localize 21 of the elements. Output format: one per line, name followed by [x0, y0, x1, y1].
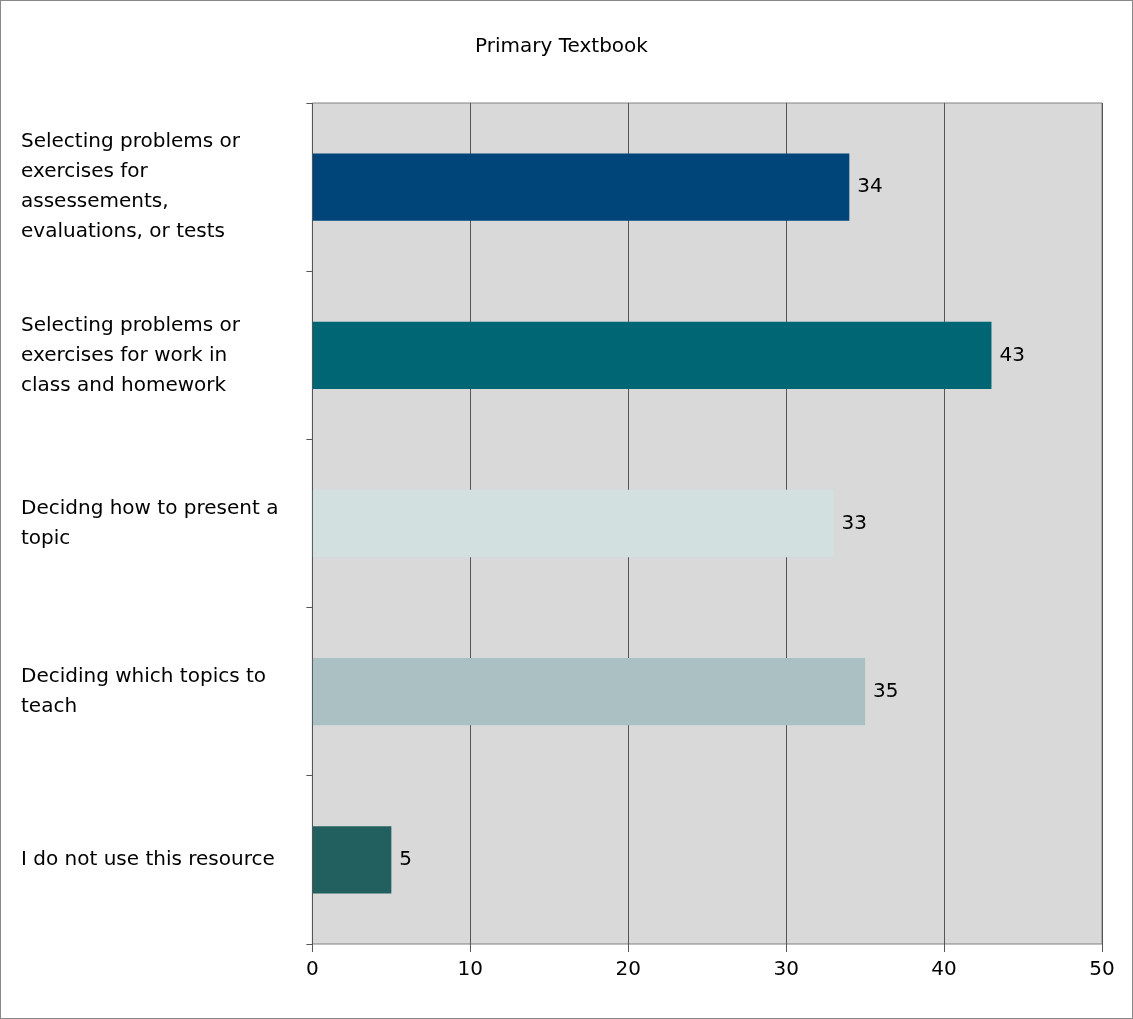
y-tick-label: Deciding which topics to teach: [21, 662, 267, 717]
x-tick-label: 0: [306, 956, 319, 981]
bar: [312, 321, 992, 389]
x-tick-label: 30: [773, 956, 799, 981]
data-label: 33: [841, 509, 867, 534]
chart-title: Primary Textbook: [475, 33, 649, 58]
data-label: 5: [399, 846, 413, 871]
data-label: 43: [999, 341, 1025, 366]
x-tick-label: 10: [457, 956, 484, 981]
bar: [312, 826, 392, 894]
data-label: 34: [857, 173, 883, 198]
y-tick-label: Decidng how to present a topic: [21, 494, 279, 549]
y-tick-label: I do not use this resource: [21, 846, 275, 871]
bar: [312, 658, 866, 726]
bar: [312, 153, 850, 221]
x-tick-label: 40: [931, 956, 957, 981]
x-tick-label: 20: [615, 956, 641, 981]
y-tick-label: Selecting problems or exercises for work in class and homework: [21, 311, 241, 396]
data-label: 35: [873, 677, 899, 702]
x-tick-label: 50: [1089, 956, 1115, 981]
y-tick-label: Selecting problems or exercises for assessements, evaluations, or tests: [21, 128, 241, 243]
